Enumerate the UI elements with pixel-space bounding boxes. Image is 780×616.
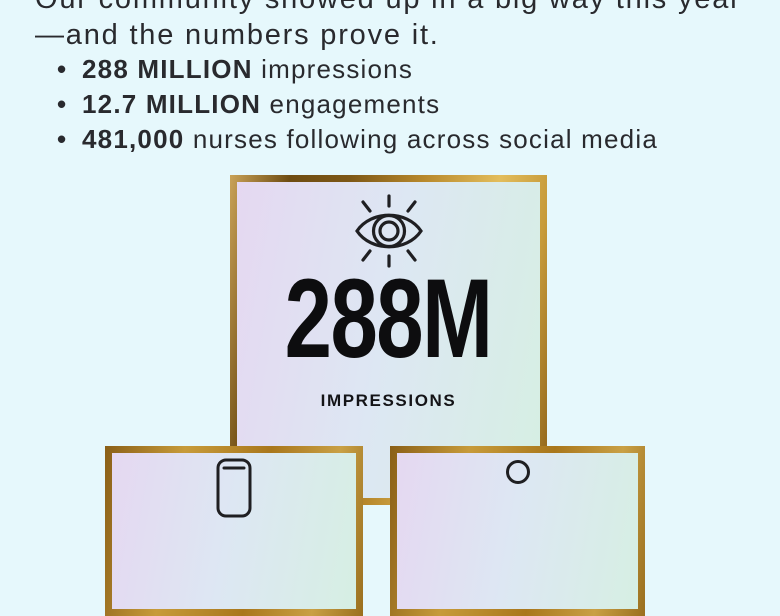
phone-icon bbox=[216, 458, 252, 518]
heading: Our community showed up in a big way thi… bbox=[35, 0, 742, 53]
impressions-card-body: 288M IMPRESSIONS bbox=[237, 182, 540, 498]
bullet-followers-number: 481,000 bbox=[82, 124, 185, 154]
bullet-engagements-text: engagements bbox=[261, 89, 441, 119]
bullet-impressions-number: 288 MILLION bbox=[82, 54, 253, 84]
stat-card-left bbox=[105, 446, 363, 616]
bullet-followers: • 481,000 nurses following across social … bbox=[57, 122, 658, 157]
bullet-dot: • bbox=[57, 89, 68, 119]
stat-card-right bbox=[390, 446, 645, 616]
bullet-dot: • bbox=[57, 124, 68, 154]
heading-line-1: Our community showed up in a big way thi… bbox=[35, 0, 742, 17]
bullet-impressions-text: impressions bbox=[252, 54, 414, 84]
bullet-dot: • bbox=[57, 54, 68, 84]
stat-card-left-body bbox=[112, 453, 356, 609]
bullet-engagements-number: 12.7 MILLION bbox=[82, 89, 262, 119]
person-icon bbox=[505, 460, 530, 484]
bullet-engagements: • 12.7 MILLION engagements bbox=[57, 87, 658, 122]
heading-line-2: —and the numbers prove it. bbox=[35, 19, 440, 51]
stats-bullet-list: • 288 MILLION impressions • 12.7 MILLION e… bbox=[57, 52, 658, 157]
bullet-followers-text: nurses following across social media bbox=[184, 124, 658, 154]
impressions-label: IMPRESSIONS bbox=[320, 391, 457, 410]
stat-card-right-body bbox=[397, 453, 638, 609]
impressions-value: 288M bbox=[285, 256, 493, 381]
bullet-impressions: • 288 MILLION impressions bbox=[57, 52, 658, 87]
eye-icon bbox=[354, 194, 423, 268]
